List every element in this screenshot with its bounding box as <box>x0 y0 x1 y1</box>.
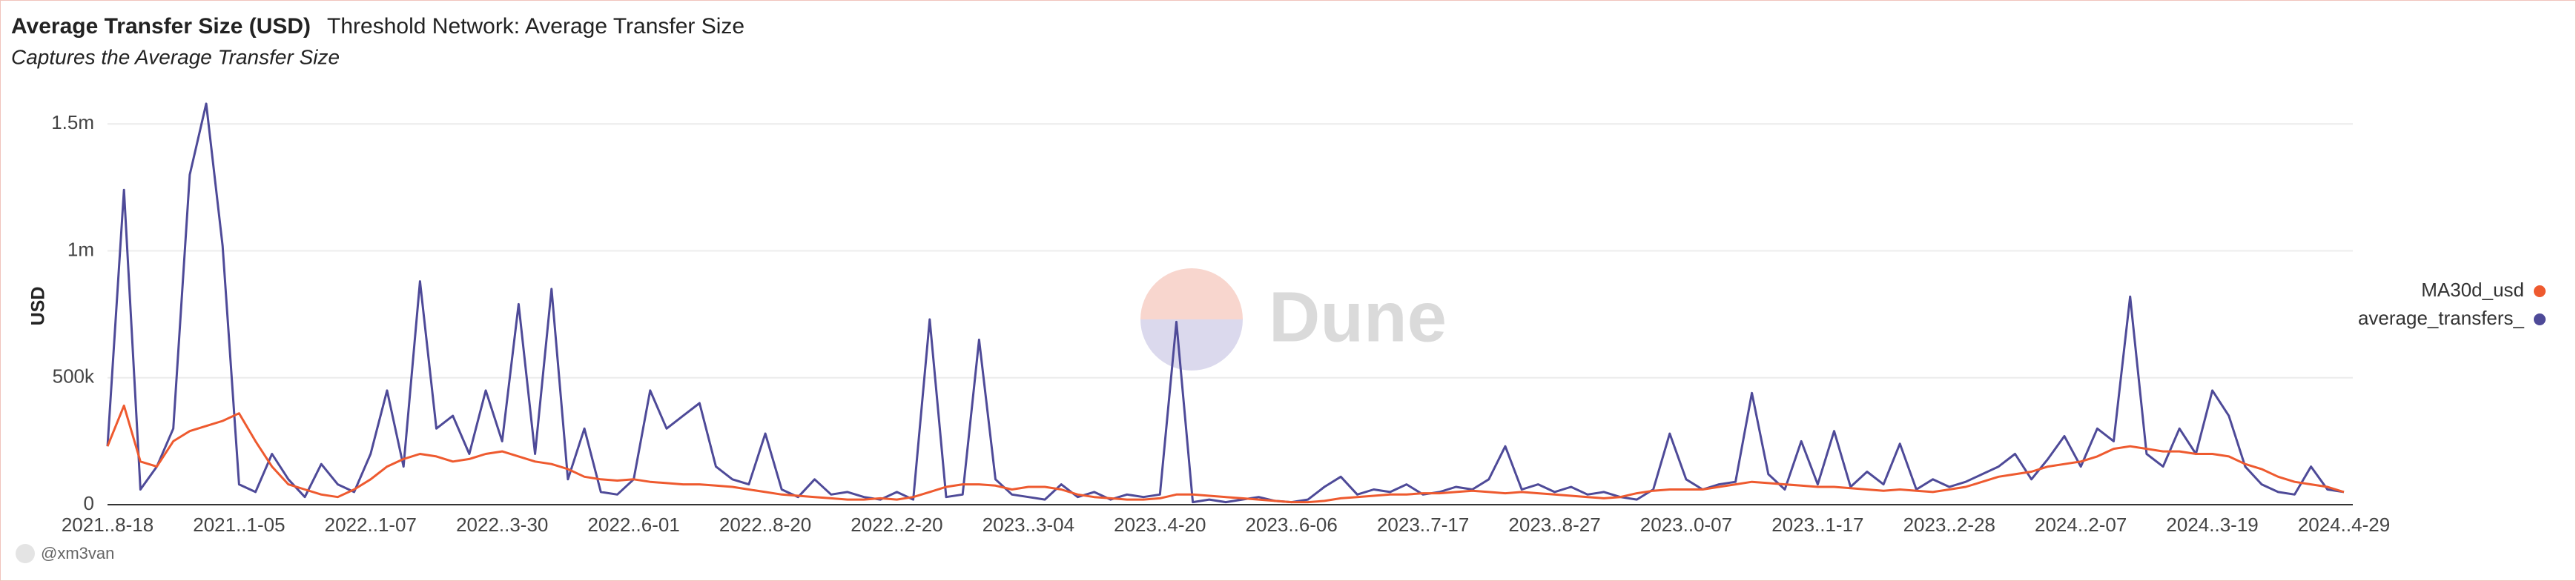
watermark: Dune <box>1140 268 1447 371</box>
x-tick-label: 2022..3-30 <box>456 514 548 536</box>
author-avatar <box>16 544 35 563</box>
chart-description: Captures the Average Transfer Size <box>11 45 340 68</box>
watermark-logo-top <box>1140 268 1243 319</box>
watermark-text: Dune <box>1269 277 1447 356</box>
y-tick-label: 1.5m <box>51 111 94 133</box>
x-tick-label: 2023..4-20 <box>1114 514 1206 536</box>
y-axis-label: USD <box>28 287 49 326</box>
watermark-logo-bottom <box>1140 319 1243 371</box>
x-tick-label: 2023..8-27 <box>1508 514 1600 536</box>
x-tick-label: 2023..1-17 <box>1771 514 1863 536</box>
x-tick-label: 2021..8-18 <box>62 514 153 536</box>
author: @xm3van <box>41 544 114 562</box>
x-tick-label: 2022..8-20 <box>719 514 811 536</box>
chart-title: Average Transfer Size (USD) <box>11 14 311 39</box>
legend-marker <box>2534 313 2546 325</box>
x-tick-label: 2023..6-06 <box>1246 514 1338 536</box>
x-tick-label: 2024..3-19 <box>2166 514 2258 536</box>
y-tick-label: 500k <box>53 365 95 388</box>
x-tick-label: 2022..1-07 <box>325 514 417 536</box>
y-tick-label: 0 <box>84 492 94 514</box>
y-tick-label: 1m <box>67 238 94 260</box>
x-tick-label: 2023..3-04 <box>982 514 1074 536</box>
chart-subtitle: Threshold Network: Average Transfer Size <box>327 14 744 39</box>
x-tick-label: 2022..2-20 <box>851 514 942 536</box>
series-line <box>106 404 2345 504</box>
x-tick-label: 2022..6-01 <box>587 514 679 536</box>
legend-label: MA30d_usd <box>2421 279 2524 301</box>
legend-marker <box>2534 285 2546 297</box>
legend-label: average_transfers_ <box>2358 307 2525 329</box>
x-tick-label: 2023..2-28 <box>1903 514 1995 536</box>
x-tick-label: 2024..2-07 <box>2035 514 2127 536</box>
x-tick-label: 2021..1-05 <box>193 514 285 536</box>
x-tick-label: 2023..7-17 <box>1377 514 1469 536</box>
x-tick-label: 2023..0-07 <box>1640 514 1732 536</box>
series-line <box>106 102 2345 504</box>
x-tick-label: 2024..4-29 <box>2298 514 2390 536</box>
